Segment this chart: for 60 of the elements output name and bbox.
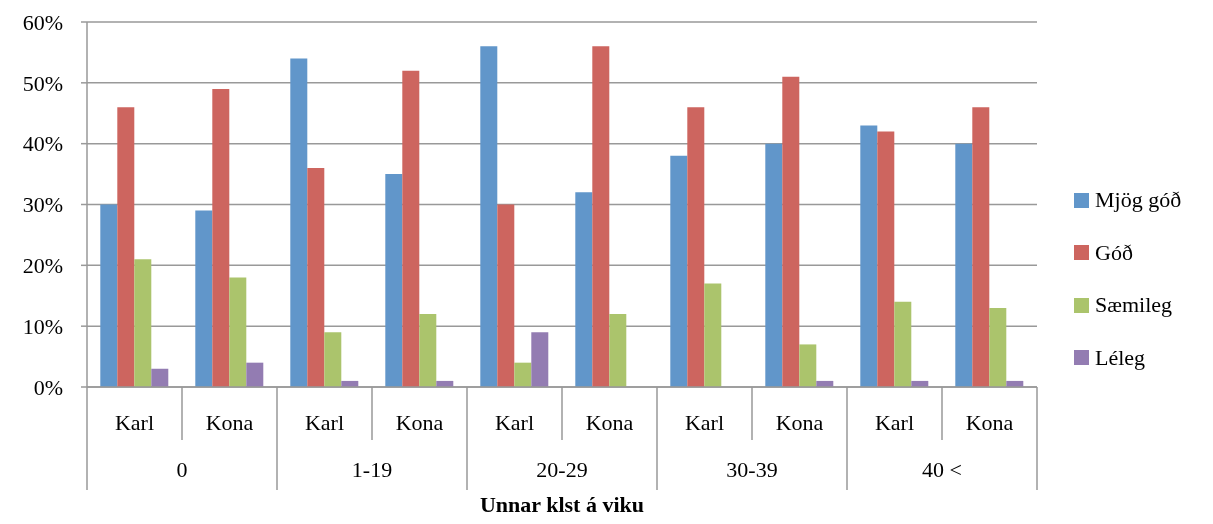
- bar: [955, 143, 973, 387]
- bar: [100, 204, 118, 387]
- bar: [609, 314, 627, 387]
- x-tick-label: Karl: [874, 409, 915, 435]
- legend-label: Góð: [1095, 239, 1133, 266]
- bar: [307, 168, 325, 387]
- bar: [385, 174, 403, 387]
- bar: [575, 192, 593, 387]
- bar: [704, 283, 722, 387]
- bar: [799, 344, 817, 387]
- y-tick-label: 60%: [22, 9, 63, 35]
- legend-label: Léleg: [1095, 344, 1146, 371]
- text: 1-19: [351, 457, 393, 483]
- legend-label: Sæmileg: [1095, 292, 1173, 319]
- x-tick-label: Kona: [205, 409, 254, 435]
- bar: [151, 368, 169, 387]
- bar: [419, 314, 437, 387]
- text: 0: [176, 457, 188, 483]
- x-tick-label: Karl: [684, 409, 725, 435]
- x-tick-label: Karl: [304, 409, 345, 435]
- x-tick-label: Kona: [585, 409, 634, 435]
- bar: [229, 277, 247, 387]
- x-axis-title: Unnar klst á viku: [479, 492, 645, 517]
- bar: [195, 210, 213, 387]
- bar: [531, 332, 549, 387]
- bar: [117, 107, 135, 387]
- y-tick-label: 20%: [22, 253, 63, 279]
- y-tick-label: 50%: [22, 70, 63, 96]
- bar: [877, 131, 895, 387]
- x-tick-label: Kona: [965, 409, 1014, 435]
- bar: [514, 362, 532, 387]
- y-tick-label: 30%: [22, 192, 63, 218]
- y-tick-label: 10%: [22, 313, 63, 339]
- bar: [860, 125, 878, 387]
- bar: [782, 76, 800, 387]
- bar: [989, 307, 1007, 387]
- bar: [212, 88, 230, 387]
- bar: [592, 46, 610, 387]
- bar: [134, 259, 152, 387]
- bar: [324, 332, 342, 387]
- bar: [765, 143, 783, 387]
- bar: [972, 107, 990, 387]
- bar: [894, 301, 912, 387]
- y-tick-label: 40%: [22, 131, 63, 157]
- x-tick-label: Kona: [775, 409, 824, 435]
- y-tick-label: 0%: [33, 374, 63, 400]
- bar: [497, 204, 515, 387]
- x-tick-label: Karl: [494, 409, 535, 435]
- bar: [290, 58, 308, 387]
- text: 40 <: [922, 457, 962, 483]
- bar: [402, 70, 420, 387]
- x-tick-label: Kona: [395, 409, 444, 435]
- bar: [670, 155, 688, 387]
- bar: [687, 107, 705, 387]
- legend-label: Mjög góð: [1095, 187, 1182, 214]
- bar: [246, 362, 264, 387]
- bar: [480, 46, 498, 387]
- x-tick-label: Karl: [114, 409, 155, 435]
- text: 20-29: [536, 457, 588, 483]
- text: 30-39: [726, 457, 778, 483]
